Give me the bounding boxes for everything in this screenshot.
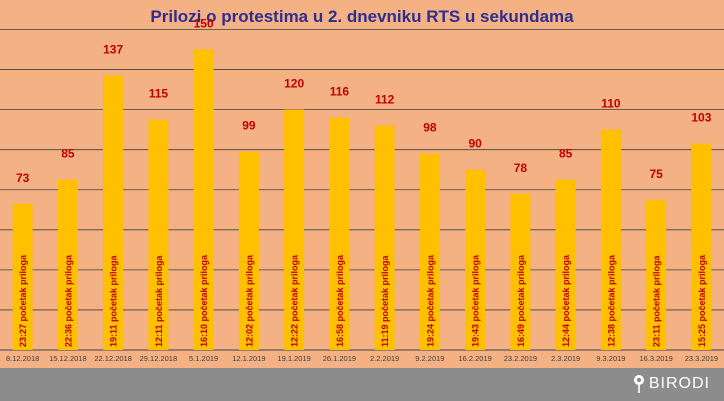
bar-annotation: 16:49 početak priloga: [516, 254, 526, 347]
bar-annotation: 22:36 početak priloga: [63, 254, 73, 347]
data-labels: 23:27 početak priloga 73 22:36 početak pri…: [16, 17, 712, 347]
bar-annotation: 16:58 početak priloga: [335, 254, 345, 347]
x-tick-label: 26.1.2019: [323, 354, 356, 363]
bar: [12, 203, 33, 350]
chart-title: Prilozi o protestima u 2. dnevniku RTS u…: [150, 7, 574, 26]
value-label: 103: [691, 111, 711, 125]
value-label: 150: [194, 17, 214, 31]
x-tick-label: 8.12.2018: [6, 354, 39, 363]
x-tick-label: 15.12.2018: [49, 354, 87, 363]
value-label: 120: [284, 77, 304, 91]
x-tick-label: 22.12.2018: [94, 354, 132, 363]
value-label: 115: [149, 87, 169, 101]
x-tick-label: 9.3.2019: [596, 354, 625, 363]
brand-name: BIRODI: [648, 375, 710, 392]
value-label: 73: [16, 171, 30, 185]
bar: [148, 119, 169, 350]
bar: [103, 75, 124, 351]
value-label: 99: [242, 119, 256, 133]
bar: [510, 193, 531, 350]
bar: [465, 169, 486, 350]
bar: [329, 117, 350, 350]
x-tick-label: 16.3.2019: [639, 354, 672, 363]
value-label: 110: [601, 97, 621, 111]
x-tick-label: 29.12.2018: [140, 354, 178, 363]
x-tick-label: 9.2.2019: [415, 354, 444, 363]
map-pin-icon: [633, 375, 644, 393]
bar: [691, 143, 712, 350]
bar-annotation: 11:19 početak priloga: [380, 254, 390, 347]
value-label: 137: [103, 43, 123, 57]
bar-annotation: 15:25 početak priloga: [697, 254, 707, 347]
bar-annotation: 12:11 početak priloga: [154, 254, 164, 347]
bar-annotation: 19:24 početak priloga: [425, 254, 435, 347]
x-tick-label: 2.3.2019: [551, 354, 580, 363]
x-tick-labels: 8.12.2018 15.12.2018 22.12.2018 29.12.2018 5…: [6, 354, 718, 363]
value-label: 90: [468, 137, 482, 151]
value-label: 85: [61, 147, 75, 161]
bar: [555, 179, 576, 350]
bar-annotation: 23:27 početak priloga: [18, 254, 28, 347]
bar-annotation: 12:44 početak priloga: [561, 254, 571, 347]
x-tick-label: 23.3.2019: [685, 354, 718, 363]
brand-logo: BIRODI: [633, 374, 710, 394]
value-label: 78: [514, 161, 528, 175]
bar: [374, 125, 395, 351]
x-tick-label: 5.1.2019: [189, 354, 218, 363]
bar: [600, 129, 621, 350]
bar: [238, 151, 259, 350]
bar-annotation: 23:11 početak priloga: [652, 254, 662, 347]
bar: [193, 49, 214, 350]
bar-annotation: 16:10 početak priloga: [199, 254, 209, 347]
footer-bar: BIRODI: [0, 368, 724, 401]
value-label: 75: [649, 167, 663, 181]
bar-annotation: 12:22 početak priloga: [290, 254, 300, 347]
bar: [646, 199, 667, 350]
bar: [57, 179, 78, 350]
x-tick-label: 12.1.2019: [232, 354, 265, 363]
x-tick-label: 19.1.2019: [277, 354, 310, 363]
x-tick-label: 23.2.2019: [504, 354, 537, 363]
value-label: 116: [330, 85, 350, 99]
bar-annotation: 19:11 početak priloga: [109, 254, 119, 347]
value-label: 112: [375, 93, 395, 107]
bar: [419, 153, 440, 350]
bar-annotation: 12:38 početak priloga: [606, 254, 616, 347]
bar: [284, 109, 305, 350]
bars: [12, 49, 712, 351]
bar-annotation: 12:02 početak priloga: [244, 254, 254, 347]
value-label: 98: [423, 121, 437, 135]
x-tick-label: 2.2.2019: [370, 354, 399, 363]
x-tick-label: 16.2.2019: [458, 354, 491, 363]
bar-annotation: 19:43 početak priloga: [471, 254, 481, 347]
value-label: 85: [559, 147, 573, 161]
